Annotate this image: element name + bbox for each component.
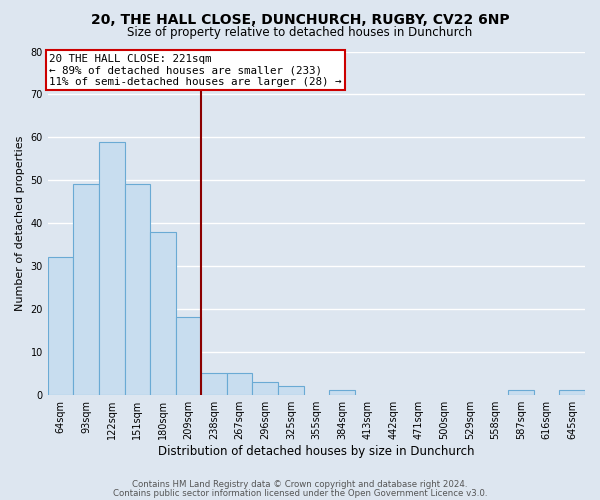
Bar bbox=[48, 258, 73, 394]
Text: 20, THE HALL CLOSE, DUNCHURCH, RUGBY, CV22 6NP: 20, THE HALL CLOSE, DUNCHURCH, RUGBY, CV… bbox=[91, 12, 509, 26]
Text: Contains HM Land Registry data © Crown copyright and database right 2024.: Contains HM Land Registry data © Crown c… bbox=[132, 480, 468, 489]
Bar bbox=[559, 390, 585, 394]
Bar bbox=[125, 184, 150, 394]
Text: Size of property relative to detached houses in Dunchurch: Size of property relative to detached ho… bbox=[127, 26, 473, 39]
X-axis label: Distribution of detached houses by size in Dunchurch: Distribution of detached houses by size … bbox=[158, 444, 475, 458]
Text: 20 THE HALL CLOSE: 221sqm
← 89% of detached houses are smaller (233)
11% of semi: 20 THE HALL CLOSE: 221sqm ← 89% of detac… bbox=[49, 54, 341, 87]
Bar bbox=[73, 184, 99, 394]
Bar bbox=[201, 374, 227, 394]
Bar bbox=[278, 386, 304, 394]
Bar bbox=[176, 318, 201, 394]
Y-axis label: Number of detached properties: Number of detached properties bbox=[15, 136, 25, 311]
Bar bbox=[329, 390, 355, 394]
Bar bbox=[150, 232, 176, 394]
Bar bbox=[508, 390, 534, 394]
Bar bbox=[99, 142, 125, 394]
Bar bbox=[227, 374, 253, 394]
Bar bbox=[253, 382, 278, 394]
Text: Contains public sector information licensed under the Open Government Licence v3: Contains public sector information licen… bbox=[113, 488, 487, 498]
